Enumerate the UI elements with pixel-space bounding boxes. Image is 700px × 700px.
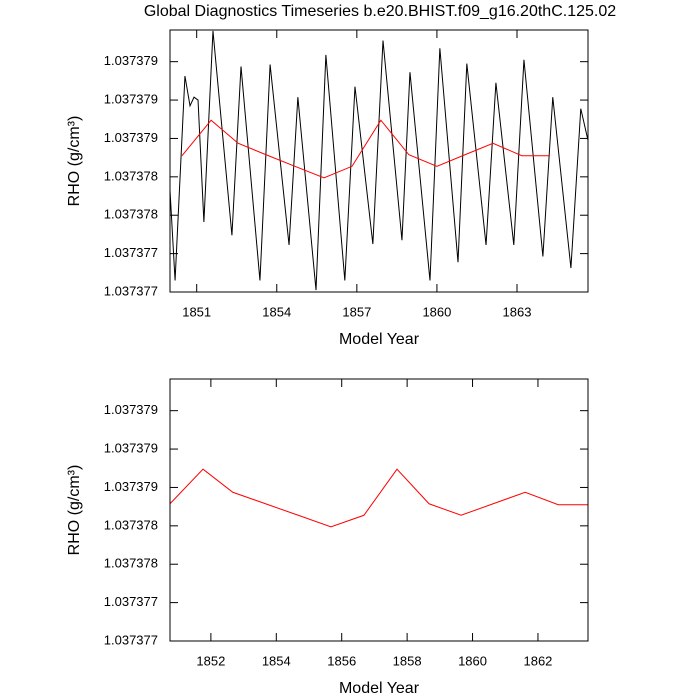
y-tick-label: 1.037377 [104, 632, 158, 647]
x-tick-label: 1862 [523, 653, 552, 668]
y-tick-label: 1.037378 [104, 168, 158, 183]
x-axis-title: Model Year [339, 680, 420, 697]
y-tick-label: 1.037379 [104, 402, 158, 417]
y-tick-label: 1.037379 [104, 440, 158, 455]
y-tick-label: 1.037379 [104, 479, 158, 494]
x-tick-label: 1854 [262, 653, 291, 668]
x-tick-label: 1860 [458, 653, 487, 668]
y-tick-label: 1.037377 [104, 594, 158, 609]
x-tick-label: 1858 [393, 653, 422, 668]
plot-frame [169, 29, 589, 293]
x-tick-label: 1852 [196, 653, 225, 668]
x-axis-title: Model Year [339, 331, 420, 348]
x-tick-label: 1856 [327, 653, 356, 668]
chart-title: Global Diagnostics Timeseries b.e20.BHIS… [144, 3, 616, 20]
data-line [170, 468, 588, 528]
y-tick-label: 1.037378 [104, 517, 158, 532]
data-line [181, 119, 550, 179]
plot-frame [169, 378, 589, 642]
x-tick-label: 1860 [422, 304, 451, 319]
y-tick-label: 1.037379 [104, 91, 158, 106]
plot-area [170, 468, 588, 528]
x-tick-label: 1851 [182, 304, 211, 319]
y-tick-label: 1.037378 [104, 556, 158, 571]
y-tick-label: 1.037377 [104, 283, 158, 298]
plot-area [170, 30, 588, 291]
y-tick-label: 1.037379 [104, 130, 158, 145]
x-tick-label: 1854 [262, 304, 291, 319]
y-tick-label: 1.037379 [104, 53, 158, 68]
y-axis-title: RHO (g/cm³) [66, 116, 83, 207]
x-tick-label: 1863 [503, 304, 532, 319]
data-line [170, 30, 588, 291]
y-tick-label: 1.037377 [104, 245, 158, 260]
y-axis-title: RHO (g/cm³) [66, 465, 83, 556]
y-tick-label: 1.037378 [104, 207, 158, 222]
x-tick-label: 1857 [342, 304, 371, 319]
